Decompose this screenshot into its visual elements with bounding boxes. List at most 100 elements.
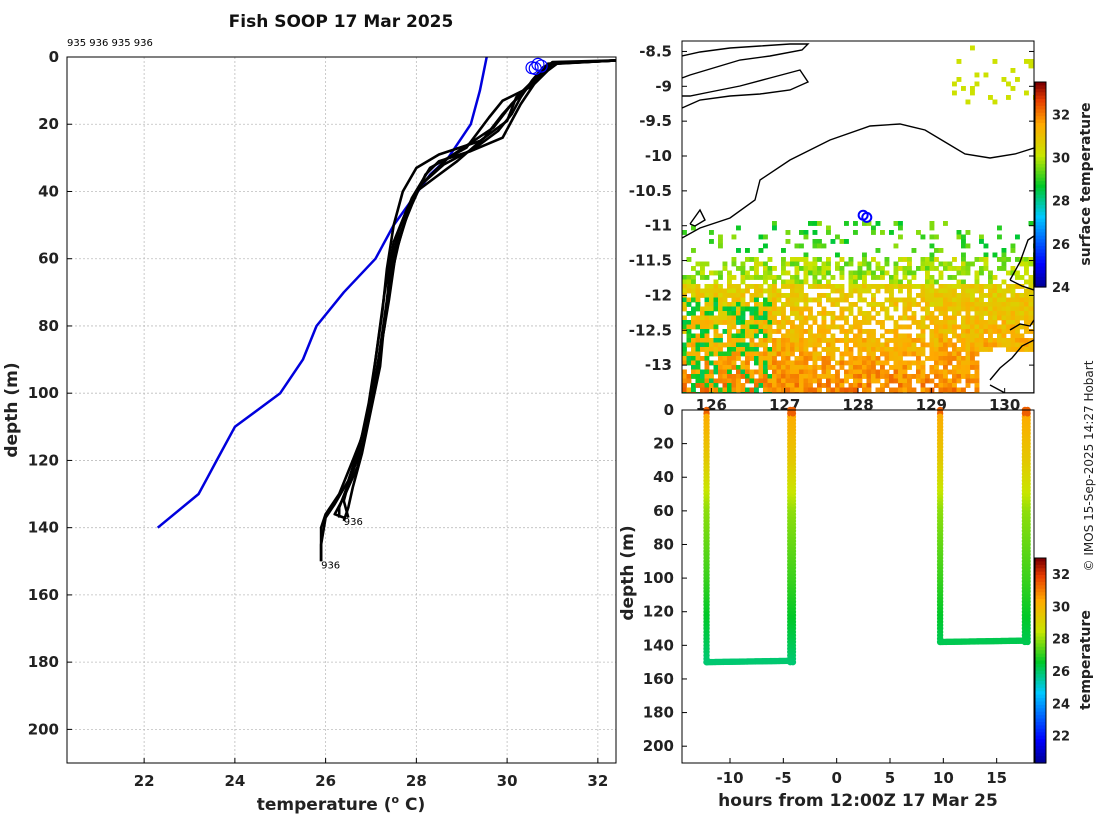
p2-colorbar-segment <box>1035 198 1046 203</box>
p3-colorbar-segment <box>1035 684 1046 689</box>
p3-colorbar-frame <box>1034 557 1047 764</box>
p3-colorbar-segment <box>1035 759 1046 764</box>
p2-colorbar-tick: 32 <box>1052 108 1070 123</box>
p3-colorbar-segment <box>1035 561 1046 566</box>
p3-colorbar-segment <box>1035 653 1046 658</box>
p3-colorbar-tick: 32 <box>1052 568 1070 583</box>
p2-coastline <box>682 123 1034 239</box>
p2-coastline <box>682 69 810 109</box>
p1-series-profile-6 <box>342 59 617 518</box>
p3-colorbar-segment <box>1035 711 1046 716</box>
p1-xtick-label: 30 <box>497 772 518 790</box>
p3-colorbar-segment <box>1035 718 1046 723</box>
p2-field <box>682 43 1034 393</box>
p3-ytick-label: 20 <box>653 435 674 453</box>
p3-colorbar-segment <box>1035 677 1046 682</box>
p2-ytick-label: -11.5 <box>629 252 672 270</box>
p2-colorbar-segment <box>1035 167 1046 172</box>
p3-colorbar-segment <box>1035 725 1046 730</box>
p3-colorbar-segment <box>1035 602 1046 607</box>
p2-colorbar-segment <box>1035 252 1046 257</box>
p1-plot-area <box>67 57 616 763</box>
p3-colorbar-segment <box>1035 722 1046 727</box>
p3-colorbar-segment <box>1035 571 1046 576</box>
p2-colorbar-segment <box>1035 99 1046 104</box>
p3-ytick-label: 120 <box>643 603 674 621</box>
p3-colorbar-segment <box>1035 622 1046 627</box>
p2-ship-position <box>861 211 873 223</box>
p2-colorbar-segment <box>1035 109 1046 114</box>
p2-colorbar-segment <box>1035 191 1046 196</box>
p3-colorbar-segment <box>1035 728 1046 733</box>
p3-ytick-label: 100 <box>643 569 674 587</box>
p3-colorbar-segment <box>1035 708 1046 713</box>
p1-start-marker <box>534 59 548 73</box>
p2-colorbar-segment <box>1035 187 1046 192</box>
p1-ylabel: depth (m) <box>2 362 22 457</box>
p1-xtick-label: 22 <box>134 772 155 790</box>
p2-colorbar-segment <box>1035 249 1046 254</box>
p2-colorbar-segment <box>1035 205 1046 210</box>
p2-colorbar-segment <box>1035 105 1046 110</box>
p3-colorbar-tick: 30 <box>1052 600 1070 615</box>
p2-colorbar-frame <box>1034 81 1047 288</box>
p2-colorbar-tick: 30 <box>1052 152 1070 167</box>
p3-colorbar-segment <box>1035 667 1046 672</box>
p1-xtick-label: 32 <box>587 772 608 790</box>
p3-colorbar-segment <box>1035 575 1046 580</box>
p3-colorbar-segment <box>1035 756 1046 761</box>
p2-colorbar-segment <box>1035 283 1046 288</box>
p2-ytick-label: -12 <box>645 286 672 304</box>
p3-frame <box>681 409 1035 764</box>
p2-colorbar-segment <box>1035 150 1046 155</box>
p2-colorbar-segment <box>1035 95 1046 100</box>
p3-colorbar-segment <box>1035 619 1046 624</box>
p2-frame <box>681 40 1035 394</box>
p3-colorbar-segment <box>1035 564 1046 569</box>
p2-colorbar-segment <box>1035 228 1046 233</box>
temperature-profile-chart: 22 24 26 28 30 32 0 20 40 60 80 100 120 140 160 180 200 9… <box>28 48 617 790</box>
p3-colorbar-segment <box>1035 636 1046 641</box>
p3-xtick-label: -10 <box>716 769 743 787</box>
p2-ytick-label: -9 <box>655 77 672 95</box>
p3-colorbar-segment <box>1035 605 1046 610</box>
p3-colorbar-segment <box>1035 674 1046 679</box>
p2-colorbar-segment <box>1035 215 1046 220</box>
p3-colorbar-segment <box>1035 626 1046 631</box>
p3-colorbar-segment <box>1035 609 1046 614</box>
p1-end-label: 936 <box>321 561 340 572</box>
p1-frame <box>66 56 617 764</box>
p2-colorbar-segment <box>1035 194 1046 199</box>
p1-end-label: 936 <box>344 517 363 528</box>
figure-title: Fish SOOP 17 Mar 2025 <box>229 12 454 32</box>
p2-colorbar-segment <box>1035 259 1046 264</box>
p3-colorbar-segment <box>1035 660 1046 665</box>
p2-colorbar-segment <box>1035 276 1046 281</box>
p2-colorbar-segment <box>1035 273 1046 278</box>
p1-ytick-label: 0 <box>49 48 59 66</box>
p2-colorbar-tick: 26 <box>1052 238 1070 253</box>
p2-colorbar-segment <box>1035 211 1046 216</box>
p3-colorbar-segment <box>1035 588 1046 593</box>
p2-ytick-label: -11 <box>645 217 672 235</box>
p2-coastline <box>1009 235 1034 291</box>
p2-colorbar-segment <box>1035 119 1046 124</box>
p3-colorbar-segment <box>1035 694 1046 699</box>
p2-colorbar-segment <box>1035 170 1046 175</box>
p3-colorbar-segment <box>1035 663 1046 668</box>
p2-colorbar-segment <box>1035 164 1046 169</box>
p3-colorbar-segment <box>1035 691 1046 696</box>
profile-ids-label: 935 936 935 936 <box>67 38 153 49</box>
p2-colorbar-segment <box>1035 263 1046 268</box>
p2-coastline <box>689 208 706 227</box>
p1-ytick-label: 100 <box>28 384 59 402</box>
p1-ytick-label: 180 <box>28 653 59 671</box>
p2-colorbar-segment <box>1035 246 1046 251</box>
p1-xtick-label: 28 <box>406 772 427 790</box>
p3-ytick-label: 0 <box>664 401 674 419</box>
p3-xtick-label: 10 <box>933 769 954 787</box>
p2-colorbar-segment <box>1035 153 1046 158</box>
p3-colorbar-segment <box>1035 616 1046 621</box>
p2-colorbar-segment <box>1035 129 1046 134</box>
p2-colorbar-segment <box>1035 126 1046 131</box>
